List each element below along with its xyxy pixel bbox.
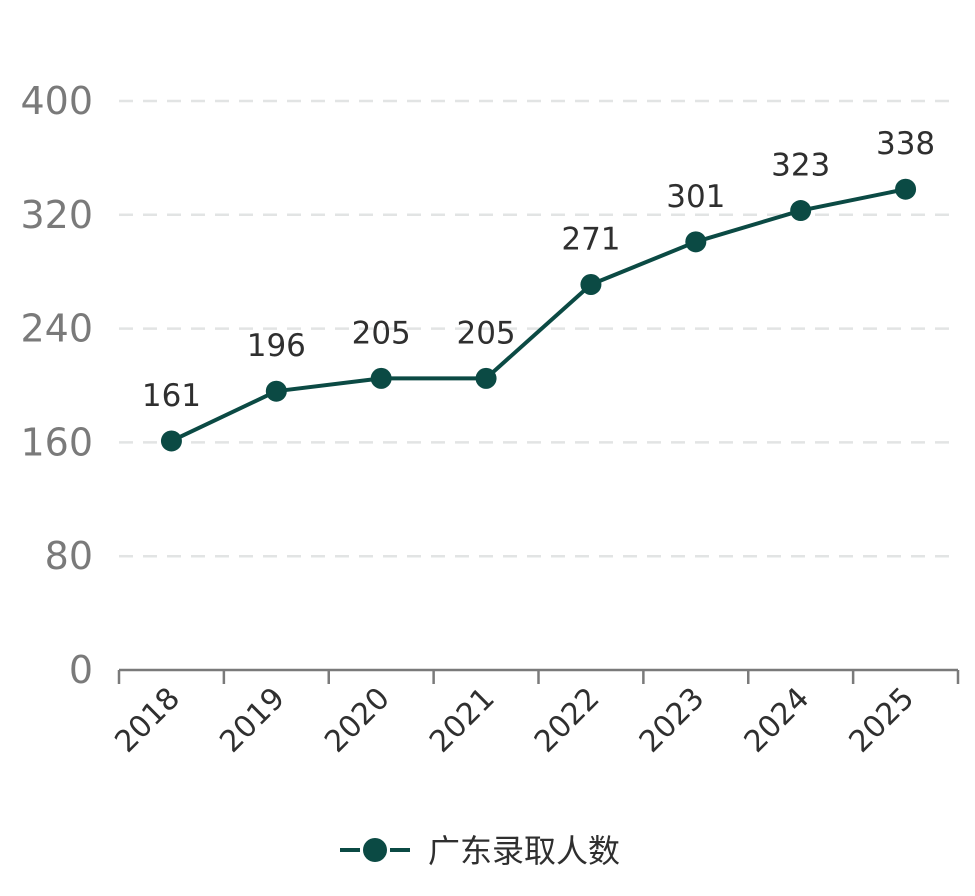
y-tick-label: 80 xyxy=(45,534,93,578)
legend-marker xyxy=(363,838,387,862)
data-point xyxy=(790,200,812,222)
y-tick-label: 400 xyxy=(20,79,93,123)
y-tick-label: 320 xyxy=(20,193,93,237)
x-tick-label: 2023 xyxy=(633,681,712,760)
data-label-layer: 161 196 205 205 271 301 323 338 xyxy=(142,126,935,414)
data-point xyxy=(685,231,707,253)
x-tick-label: 2021 xyxy=(423,681,502,760)
y-axis-tick-labels: 0 80 160 240 320 400 xyxy=(20,79,93,692)
x-tick-label: 2019 xyxy=(213,681,292,760)
y-tick-label: 0 xyxy=(69,648,93,692)
data-point xyxy=(160,430,182,452)
y-tick-label: 160 xyxy=(20,420,93,464)
x-tick-label: 2022 xyxy=(528,681,607,760)
grid-lines xyxy=(119,99,958,558)
data-label: 161 xyxy=(142,378,201,414)
legend-label: 广东录取人数 xyxy=(428,832,620,870)
data-label: 205 xyxy=(352,315,411,351)
x-tick-label: 2018 xyxy=(108,681,187,760)
data-point xyxy=(895,178,917,200)
data-label: 338 xyxy=(876,126,935,162)
data-point xyxy=(370,367,392,389)
x-axis-tick-labels: 2018 2019 2020 2021 2022 2023 2024 2025 xyxy=(108,681,921,760)
data-label: 196 xyxy=(247,328,306,364)
series-layer xyxy=(160,178,917,452)
x-tick-label: 2025 xyxy=(842,681,921,760)
x-tick-label: 2024 xyxy=(738,681,817,760)
x-tick-label: 2020 xyxy=(318,681,397,760)
data-point xyxy=(265,380,287,402)
x-axis xyxy=(117,668,960,684)
data-label: 271 xyxy=(561,222,620,258)
series-line xyxy=(170,187,906,443)
legend: 广东录取人数 xyxy=(340,832,620,870)
y-tick-label: 240 xyxy=(20,307,93,351)
data-label: 323 xyxy=(771,148,830,184)
data-point xyxy=(475,367,497,389)
data-label: 205 xyxy=(456,315,515,351)
data-label: 301 xyxy=(666,179,725,215)
data-point xyxy=(580,274,602,296)
